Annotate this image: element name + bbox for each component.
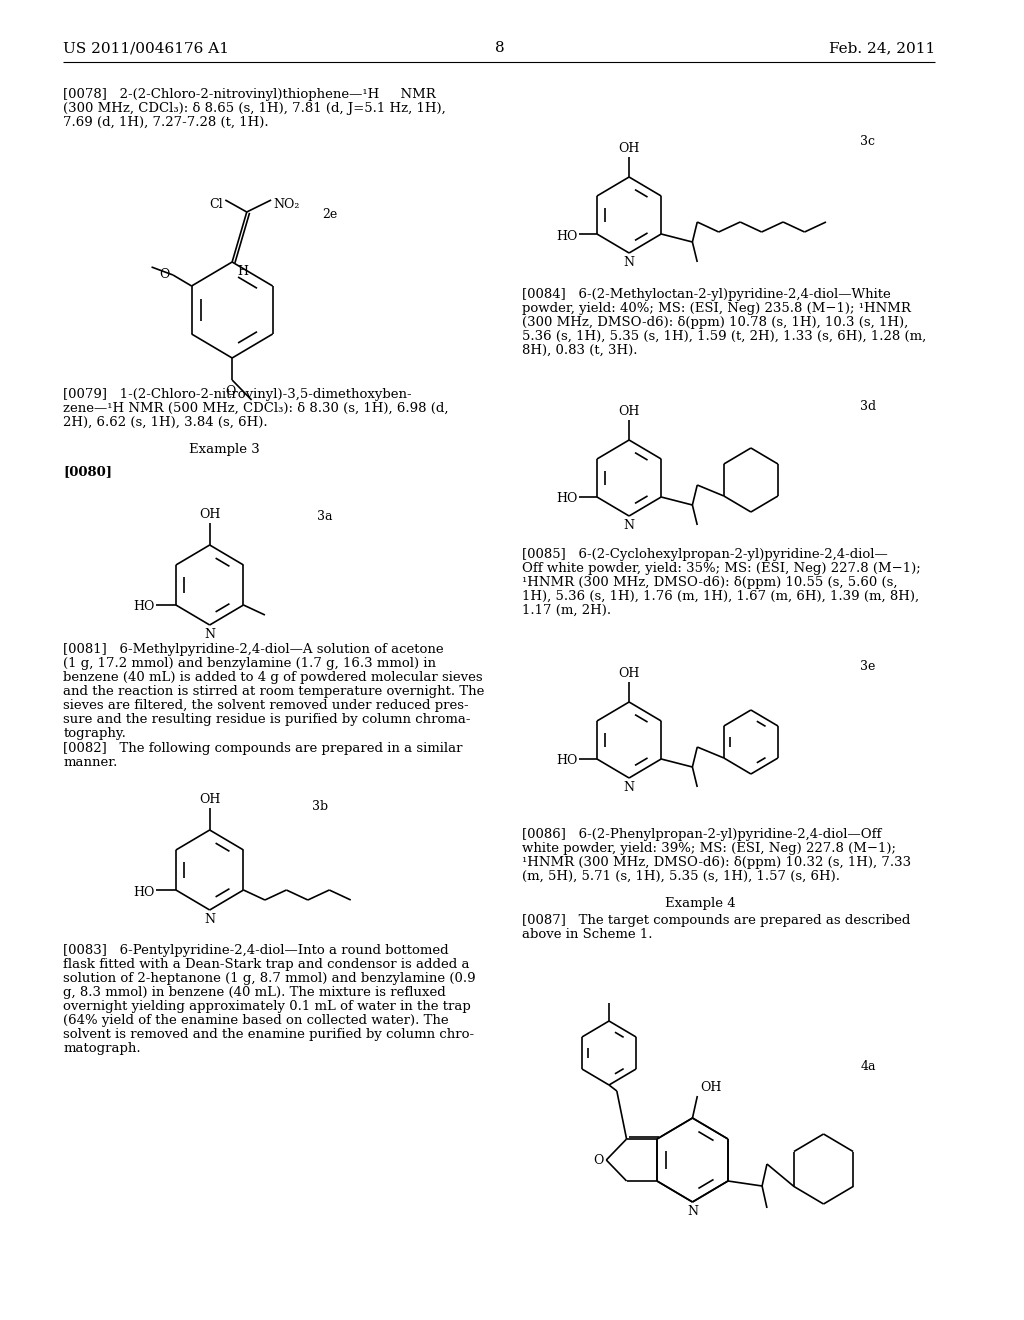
- Text: [0078]   2-(2-Chloro-2-nitrovinyl)thiophene—¹H     NMR: [0078] 2-(2-Chloro-2-nitrovinyl)thiophen…: [63, 88, 436, 102]
- Text: [0079]   1-(2-Chloro-2-nitrovinyl)-3,5-dimethoxyben-: [0079] 1-(2-Chloro-2-nitrovinyl)-3,5-dim…: [63, 388, 412, 401]
- Text: O: O: [225, 385, 236, 399]
- Text: Off white powder, yield: 35%; MS: (ESI, Neg) 227.8 (M−1);: Off white powder, yield: 35%; MS: (ESI, …: [522, 562, 921, 576]
- Text: OH: OH: [618, 405, 640, 418]
- Text: overnight yielding approximately 0.1 mL of water in the trap: overnight yielding approximately 0.1 mL …: [63, 1001, 471, 1012]
- Text: H: H: [237, 265, 248, 279]
- Text: powder, yield: 40%; MS: (ESI, Neg) 235.8 (M−1); ¹HNMR: powder, yield: 40%; MS: (ESI, Neg) 235.8…: [522, 302, 910, 315]
- Text: 3b: 3b: [312, 800, 329, 813]
- Text: (300 MHz, CDCl₃): δ 8.65 (s, 1H), 7.81 (d, J=5.1 Hz, 1H),: (300 MHz, CDCl₃): δ 8.65 (s, 1H), 7.81 (…: [63, 102, 446, 115]
- Text: 2H), 6.62 (s, 1H), 3.84 (s, 6H).: 2H), 6.62 (s, 1H), 3.84 (s, 6H).: [63, 416, 268, 429]
- Text: 3a: 3a: [317, 510, 333, 523]
- Text: HO: HO: [556, 492, 578, 506]
- Text: tography.: tography.: [63, 727, 126, 741]
- Text: (m, 5H), 5.71 (s, 1H), 5.35 (s, 1H), 1.57 (s, 6H).: (m, 5H), 5.71 (s, 1H), 5.35 (s, 1H), 1.5…: [522, 870, 840, 883]
- Text: Cl: Cl: [210, 198, 223, 211]
- Text: [0082]   The following compounds are prepared in a similar: [0082] The following compounds are prepa…: [63, 742, 463, 755]
- Text: HO: HO: [556, 230, 578, 243]
- Text: zene—¹H NMR (500 MHz, CDCl₃): δ 8.30 (s, 1H), 6.98 (d,: zene—¹H NMR (500 MHz, CDCl₃): δ 8.30 (s,…: [63, 403, 449, 414]
- Text: Example 4: Example 4: [665, 898, 735, 909]
- Text: N: N: [624, 781, 635, 795]
- Text: ¹HNMR (300 MHz, DMSO-d6): δ(ppm) 10.55 (s, 5.60 (s,: ¹HNMR (300 MHz, DMSO-d6): δ(ppm) 10.55 (…: [522, 576, 897, 589]
- Text: N: N: [687, 1205, 698, 1218]
- Text: O: O: [160, 268, 170, 281]
- Text: matograph.: matograph.: [63, 1041, 141, 1055]
- Text: 3c: 3c: [860, 135, 876, 148]
- Text: [0084]   6-(2-Methyloctan-2-yl)pyridine-2,4-diol—White: [0084] 6-(2-Methyloctan-2-yl)pyridine-2,…: [522, 288, 891, 301]
- Text: 3d: 3d: [860, 400, 877, 413]
- Text: white powder, yield: 39%; MS: (ESI, Neg) 227.8 (M−1);: white powder, yield: 39%; MS: (ESI, Neg)…: [522, 842, 896, 855]
- Text: 8: 8: [495, 41, 504, 55]
- Text: HO: HO: [133, 601, 155, 614]
- Text: N: N: [624, 256, 635, 269]
- Text: NO₂: NO₂: [273, 198, 299, 211]
- Text: 5.36 (s, 1H), 5.35 (s, 1H), 1.59 (t, 2H), 1.33 (s, 6H), 1.28 (m,: 5.36 (s, 1H), 5.35 (s, 1H), 1.59 (t, 2H)…: [522, 330, 926, 343]
- Text: 8H), 0.83 (t, 3H).: 8H), 0.83 (t, 3H).: [522, 345, 637, 356]
- Text: sure and the resulting residue is purified by column chroma-: sure and the resulting residue is purifi…: [63, 713, 471, 726]
- Text: 3e: 3e: [860, 660, 876, 673]
- Text: OH: OH: [199, 508, 220, 521]
- Text: N: N: [204, 628, 215, 642]
- Text: ¹HNMR (300 MHz, DMSO-d6): δ(ppm) 10.32 (s, 1H), 7.33: ¹HNMR (300 MHz, DMSO-d6): δ(ppm) 10.32 (…: [522, 855, 911, 869]
- Text: benzene (40 mL) is added to 4 g of powdered molecular sieves: benzene (40 mL) is added to 4 g of powde…: [63, 671, 483, 684]
- Text: manner.: manner.: [63, 756, 118, 770]
- Text: (64% yield of the enamine based on collected water). The: (64% yield of the enamine based on colle…: [63, 1014, 449, 1027]
- Text: (300 MHz, DMSO-d6): δ(ppm) 10.78 (s, 1H), 10.3 (s, 1H),: (300 MHz, DMSO-d6): δ(ppm) 10.78 (s, 1H)…: [522, 315, 908, 329]
- Text: N: N: [204, 913, 215, 927]
- Text: N: N: [624, 519, 635, 532]
- Text: HO: HO: [556, 755, 578, 767]
- Text: OH: OH: [618, 143, 640, 154]
- Text: [0085]   6-(2-Cyclohexylpropan-2-yl)pyridine-2,4-diol—: [0085] 6-(2-Cyclohexylpropan-2-yl)pyridi…: [522, 548, 888, 561]
- Text: [0086]   6-(2-Phenylpropan-2-yl)pyridine-2,4-diol—Off: [0086] 6-(2-Phenylpropan-2-yl)pyridine-2…: [522, 828, 882, 841]
- Text: g, 8.3 mmol) in benzene (40 mL). The mixture is refluxed: g, 8.3 mmol) in benzene (40 mL). The mix…: [63, 986, 446, 999]
- Text: Example 3: Example 3: [189, 444, 260, 455]
- Text: above in Scheme 1.: above in Scheme 1.: [522, 928, 652, 941]
- Text: Feb. 24, 2011: Feb. 24, 2011: [829, 41, 935, 55]
- Text: OH: OH: [700, 1081, 722, 1094]
- Text: 2e: 2e: [322, 209, 337, 220]
- Text: [0080]: [0080]: [63, 465, 113, 478]
- Text: [0087]   The target compounds are prepared as described: [0087] The target compounds are prepared…: [522, 913, 910, 927]
- Text: [0081]   6-Methylpyridine-2,4-diol—A solution of acetone: [0081] 6-Methylpyridine-2,4-diol—A solut…: [63, 643, 444, 656]
- Text: flask fitted with a Dean-Stark trap and condensor is added a: flask fitted with a Dean-Stark trap and …: [63, 958, 470, 972]
- Text: [0083]   6-Pentylpyridine-2,4-diol—Into a round bottomed: [0083] 6-Pentylpyridine-2,4-diol—Into a …: [63, 944, 449, 957]
- Text: OH: OH: [199, 793, 220, 807]
- Text: 7.69 (d, 1H), 7.27-7.28 (t, 1H).: 7.69 (d, 1H), 7.27-7.28 (t, 1H).: [63, 116, 269, 129]
- Text: solvent is removed and the enamine purified by column chro-: solvent is removed and the enamine purif…: [63, 1028, 474, 1041]
- Text: HO: HO: [133, 886, 155, 899]
- Text: 1H), 5.36 (s, 1H), 1.76 (m, 1H), 1.67 (m, 6H), 1.39 (m, 8H),: 1H), 5.36 (s, 1H), 1.76 (m, 1H), 1.67 (m…: [522, 590, 919, 603]
- Text: 1.17 (m, 2H).: 1.17 (m, 2H).: [522, 605, 611, 616]
- Text: 4a: 4a: [860, 1060, 876, 1073]
- Text: US 2011/0046176 A1: US 2011/0046176 A1: [63, 41, 229, 55]
- Text: (1 g, 17.2 mmol) and benzylamine (1.7 g, 16.3 mmol) in: (1 g, 17.2 mmol) and benzylamine (1.7 g,…: [63, 657, 436, 671]
- Text: and the reaction is stirred at room temperature overnight. The: and the reaction is stirred at room temp…: [63, 685, 484, 698]
- Text: O: O: [593, 1154, 603, 1167]
- Text: solution of 2-heptanone (1 g, 8.7 mmol) and benzylamine (0.9: solution of 2-heptanone (1 g, 8.7 mmol) …: [63, 972, 476, 985]
- Text: sieves are filtered, the solvent removed under reduced pres-: sieves are filtered, the solvent removed…: [63, 700, 469, 711]
- Text: OH: OH: [618, 667, 640, 680]
